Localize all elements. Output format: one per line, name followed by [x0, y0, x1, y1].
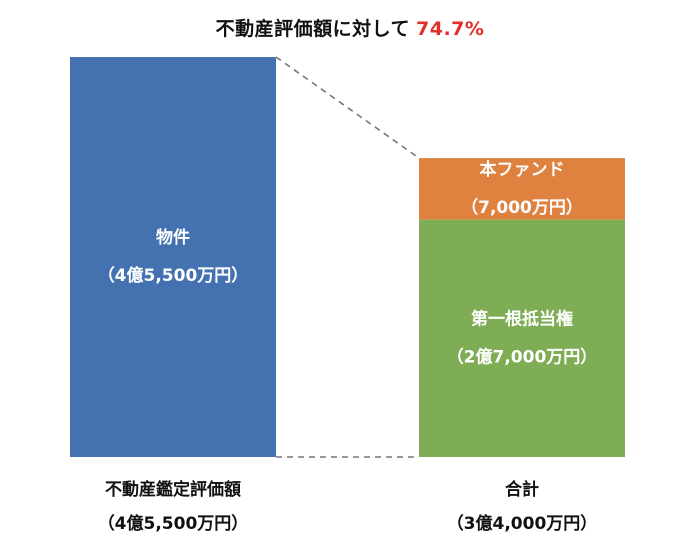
bar-segment-3 [419, 158, 625, 220]
connector-top-line [275, 56, 420, 159]
category-amount-1: （4億5,500万円） [98, 513, 249, 534]
chart-title-ratio: 74.7% [416, 18, 485, 40]
segment-label-2: 第一根抵当権 [471, 308, 573, 329]
category-label-2: 合計 [505, 479, 539, 500]
chart-title-row: 不動産評価額に対して 74.7% [0, 14, 700, 41]
category-amount-2: （3億4,000万円） [447, 513, 598, 534]
segment-amount-2: （2億7,000万円） [447, 346, 598, 367]
chart-title: 不動産評価額に対して [215, 18, 410, 40]
bar-segment-2 [419, 219, 625, 457]
segment-amount-1: （4億5,500万円） [98, 265, 249, 286]
category-label-1: 不動産鑑定評価額 [105, 479, 241, 500]
bar-segment-1 [70, 57, 276, 457]
segment-label-1: 物件 [156, 227, 190, 248]
segment-label-3: 本ファンド [480, 159, 565, 180]
segment-amount-3: （7,000万円） [461, 197, 583, 218]
